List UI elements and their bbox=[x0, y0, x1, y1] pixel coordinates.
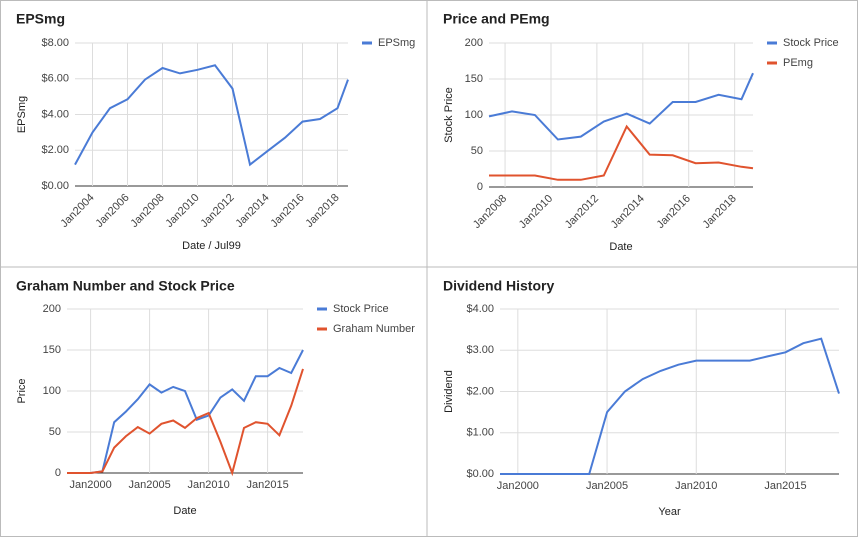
y-tick-label: 150 bbox=[43, 344, 61, 356]
chart-title: Price and PEmg bbox=[443, 11, 550, 27]
line-series bbox=[74, 64, 349, 167]
y-tick-label: 100 bbox=[465, 109, 483, 121]
chart-title: Dividend History bbox=[443, 278, 554, 294]
x-axis-title: Date bbox=[609, 241, 632, 253]
y-tick-label: 0 bbox=[477, 181, 483, 193]
x-tick-label: Jan2005 bbox=[586, 480, 628, 492]
line-series bbox=[500, 337, 840, 475]
x-tick-label: Jan2015 bbox=[764, 480, 806, 492]
y-tick-label: 100 bbox=[43, 385, 61, 397]
y-tick-label: $4.00 bbox=[41, 108, 69, 120]
y-tick-label: 150 bbox=[465, 73, 483, 85]
y-tick-label: $1.00 bbox=[466, 427, 494, 439]
line-series bbox=[67, 368, 304, 477]
y-tick-label: 50 bbox=[49, 426, 61, 438]
x-axis-title: Date bbox=[173, 505, 196, 517]
y-axis-title: Price bbox=[16, 378, 28, 403]
line-series bbox=[489, 124, 754, 181]
y-tick-label: 200 bbox=[465, 37, 483, 49]
x-tick-label: Jan2010 bbox=[187, 479, 229, 491]
legend-label: EPSmg bbox=[378, 37, 415, 49]
y-tick-label: $0.00 bbox=[466, 468, 494, 480]
y-tick-label: $2.00 bbox=[466, 385, 494, 397]
legend-label: Stock Price bbox=[333, 303, 389, 315]
y-axis-title: Dividend bbox=[443, 370, 455, 413]
y-tick-label: $3.00 bbox=[466, 344, 494, 356]
x-tick-label: Jan2000 bbox=[69, 479, 111, 491]
chart-title: Graham Number and Stock Price bbox=[16, 278, 235, 294]
y-tick-label: 50 bbox=[471, 145, 483, 157]
y-tick-label: $0.00 bbox=[41, 180, 69, 192]
y-tick-label: 0 bbox=[55, 467, 61, 479]
legend-label: Graham Number bbox=[333, 323, 415, 335]
line-series bbox=[488, 72, 754, 141]
chart-title: EPSmg bbox=[16, 11, 65, 27]
legend-label: PEmg bbox=[783, 57, 813, 69]
x-tick-label: Jan2010 bbox=[675, 480, 717, 492]
y-tick-label: $2.00 bbox=[41, 144, 69, 156]
legend-label: Stock Price bbox=[783, 37, 839, 49]
y-axis-title: Stock Price bbox=[443, 87, 455, 143]
x-axis-title: Date / Jul99 bbox=[182, 240, 241, 252]
y-tick-label: $6.00 bbox=[41, 73, 69, 85]
x-tick-label: Jan2005 bbox=[128, 479, 170, 491]
y-tick-label: $8.00 bbox=[41, 37, 69, 49]
y-tick-label: $4.00 bbox=[466, 303, 494, 315]
x-tick-label: Jan2015 bbox=[246, 479, 288, 491]
y-tick-label: 200 bbox=[43, 303, 61, 315]
y-axis-title: EPSmg bbox=[16, 96, 28, 133]
x-axis-title: Year bbox=[658, 506, 681, 518]
x-tick-label: Jan2000 bbox=[497, 480, 539, 492]
line-series bbox=[67, 349, 304, 474]
